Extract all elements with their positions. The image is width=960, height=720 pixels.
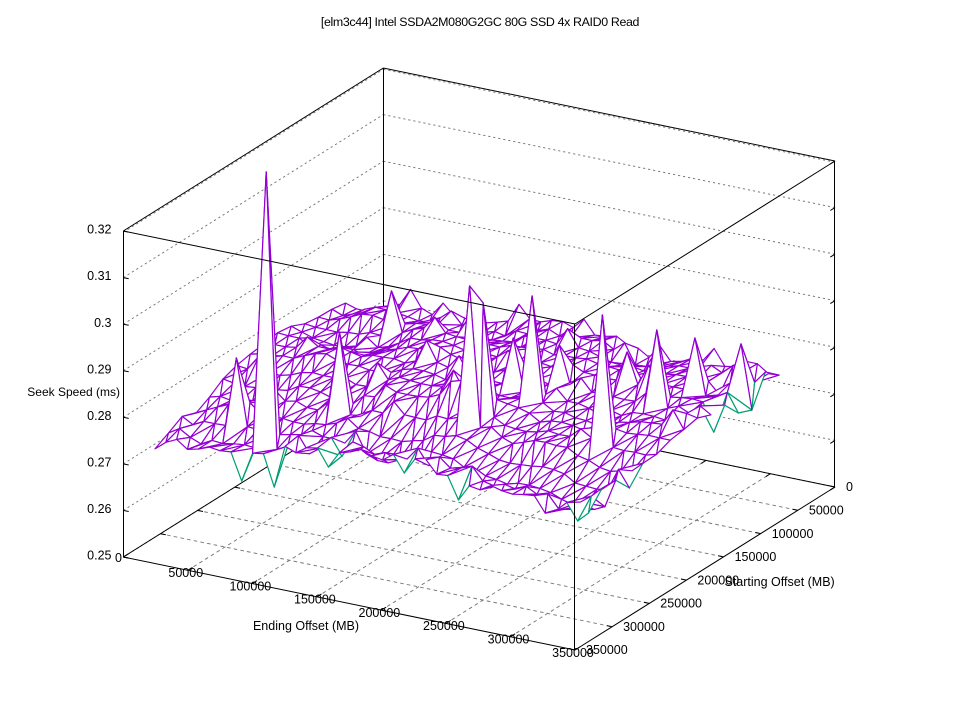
svg-text:300000: 300000 (488, 633, 530, 647)
svg-text:0.26: 0.26 (87, 502, 111, 516)
svg-text:100000: 100000 (772, 527, 814, 541)
svg-text:50000: 50000 (809, 504, 844, 518)
svg-text:250000: 250000 (660, 597, 702, 611)
svg-text:0: 0 (846, 480, 853, 494)
svg-text:Ending Offset (MB): Ending Offset (MB) (253, 619, 359, 633)
svg-text:0.28: 0.28 (87, 409, 111, 423)
svg-text:200000: 200000 (359, 606, 401, 620)
svg-text:0.32: 0.32 (87, 223, 111, 237)
svg-text:0.31: 0.31 (87, 269, 111, 283)
svg-text:0.29: 0.29 (87, 362, 111, 376)
svg-text:300000: 300000 (623, 620, 665, 634)
svg-text:0.3: 0.3 (94, 316, 111, 330)
svg-text:200000: 200000 (697, 573, 739, 587)
svg-text:Seek Speed (ms): Seek Speed (ms) (27, 385, 120, 399)
svg-text:0.25: 0.25 (87, 549, 111, 563)
svg-text:350000: 350000 (586, 643, 628, 657)
svg-text:0.27: 0.27 (87, 456, 111, 470)
svg-text:0: 0 (115, 551, 122, 565)
svg-text:350000: 350000 (552, 646, 594, 660)
svg-text:250000: 250000 (423, 619, 465, 633)
svg-text:150000: 150000 (294, 593, 336, 607)
svg-text:100000: 100000 (230, 579, 272, 593)
svg-text:[elm3c44] Intel SSDA2M080G2GC: [elm3c44] Intel SSDA2M080G2GC 80G SSD 4x… (321, 15, 640, 29)
svg-text:Starting Offset (MB): Starting Offset (MB) (725, 575, 835, 589)
svg-text:150000: 150000 (735, 550, 777, 564)
svg-text:50000: 50000 (168, 566, 203, 580)
